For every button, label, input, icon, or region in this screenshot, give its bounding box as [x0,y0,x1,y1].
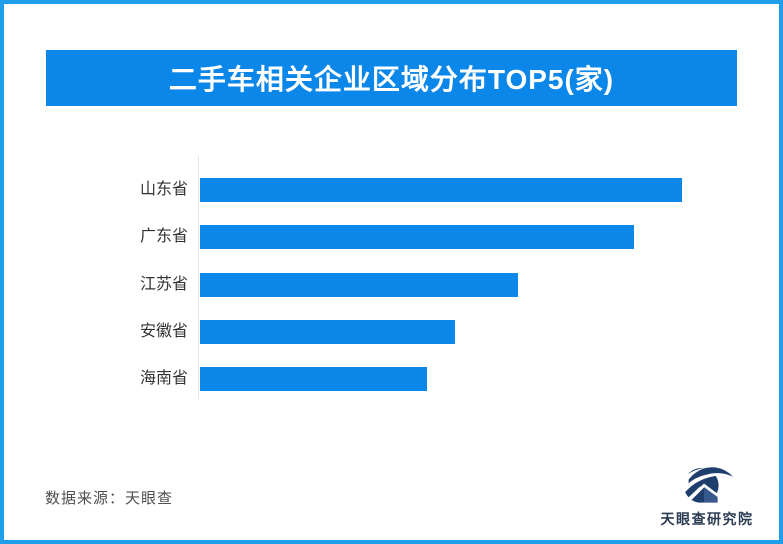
category-label: 江苏省 [139,276,188,293]
bar-chart: 山东省广东省江苏省安徽省海南省 [46,166,737,416]
category-label: 海南省 [139,370,188,387]
category-label: 广东省 [139,228,188,245]
category-label: 安徽省 [139,323,188,340]
chart-row: 江苏省 [46,273,737,297]
brand-logo: 天眼查研究院 [645,460,769,529]
bar [200,178,682,202]
bar [200,320,455,344]
bar [200,367,427,391]
chart-title: 二手车相关企业区域分布TOP5(家) [168,64,615,95]
chart-row: 广东省 [46,225,737,249]
chart-title-banner: 二手车相关企业区域分布TOP5(家) [46,50,737,106]
brand-logo-text: 天眼查研究院 [660,511,754,527]
bar [200,225,634,249]
y-axis-line [198,156,199,399]
data-source-note: 数据来源：天眼查 [45,490,174,507]
chart-row: 安徽省 [46,320,737,344]
chart-row: 海南省 [46,367,737,391]
bar [200,273,518,297]
chart-row: 山东省 [46,178,737,202]
tianyancha-logo-icon [678,467,736,505]
category-label: 山东省 [139,181,188,198]
